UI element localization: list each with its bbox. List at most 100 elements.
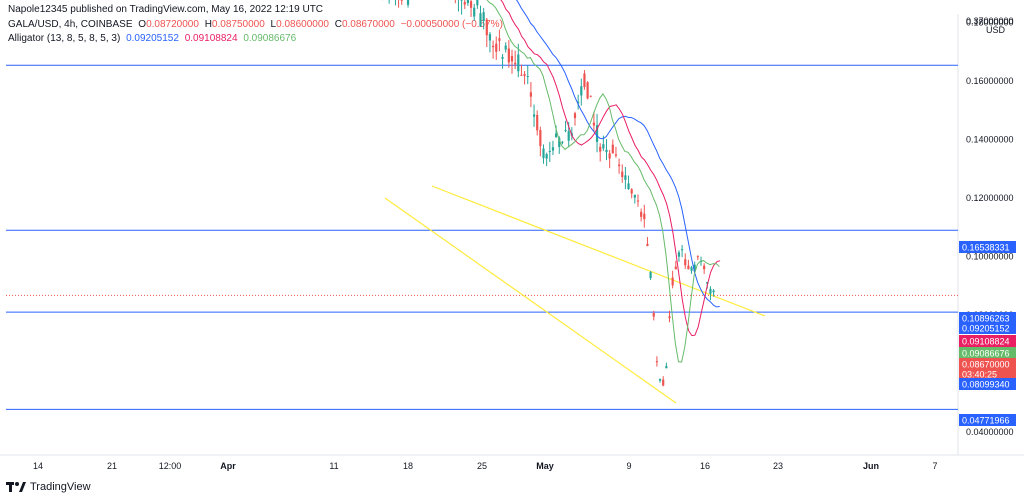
candle-body bbox=[507, 48, 510, 63]
candle-body bbox=[687, 265, 690, 270]
candle-body bbox=[640, 211, 643, 217]
candle-body bbox=[611, 144, 614, 154]
jaw-value: 0.09205152 bbox=[126, 33, 179, 44]
candle-body bbox=[539, 130, 542, 147]
candle-body bbox=[495, 43, 498, 52]
candle-body bbox=[595, 125, 599, 142]
y-tick-label: 0.10000000 bbox=[966, 252, 1014, 262]
candle-body bbox=[526, 76, 529, 78]
candle-body bbox=[482, 12, 485, 22]
x-tick-label: Jun bbox=[863, 461, 879, 471]
candle-body bbox=[501, 57, 504, 59]
alligator-teeth-line bbox=[500, 0, 721, 337]
indicator-label: Alligator (13, 8, 5, 8, 5, 3) bbox=[8, 33, 121, 44]
candle-body bbox=[460, 0, 463, 1]
lips-value: 0.09086676 bbox=[243, 33, 297, 44]
candle-body bbox=[690, 267, 693, 271]
candle-body bbox=[523, 73, 526, 76]
x-tick-label: Apr bbox=[220, 461, 236, 471]
candle-body bbox=[589, 95, 592, 97]
candle-body bbox=[577, 101, 580, 104]
price-label-box bbox=[959, 358, 1016, 370]
candle-body bbox=[652, 313, 655, 317]
candle-body bbox=[624, 175, 627, 180]
trend-line-upper bbox=[431, 185, 766, 317]
candle-body bbox=[602, 144, 605, 149]
price-label-text: 0.09205152 bbox=[962, 324, 1010, 334]
candle-body bbox=[709, 288, 712, 294]
close-value: 0.08670000 bbox=[341, 19, 395, 30]
x-tick-label: 18 bbox=[403, 461, 413, 471]
y-tick-label: 0.37000000 bbox=[966, 16, 1014, 26]
candle-body bbox=[406, 0, 410, 5]
candle-body bbox=[586, 82, 589, 99]
candle-body bbox=[674, 266, 677, 270]
candle-body bbox=[476, 0, 479, 6]
price-label-text: 0.08670000 bbox=[962, 360, 1010, 370]
candle-body bbox=[551, 147, 555, 151]
candle-body bbox=[561, 141, 564, 143]
high-label: H bbox=[204, 19, 212, 30]
candle-body bbox=[545, 154, 548, 159]
candle-body bbox=[671, 277, 674, 286]
candle-body bbox=[684, 259, 687, 266]
low-value: 0.08600000 bbox=[276, 19, 329, 30]
candle-body bbox=[712, 290, 715, 293]
price-label-text: 0.08099340 bbox=[962, 380, 1010, 390]
open-label: O bbox=[138, 19, 147, 30]
x-tick-label: 25 bbox=[477, 461, 487, 471]
x-tick-label: 11 bbox=[329, 461, 338, 471]
candle-body bbox=[646, 243, 649, 246]
candle-body bbox=[696, 256, 699, 258]
candle-body bbox=[649, 272, 652, 279]
x-tick-label: 21 bbox=[107, 461, 117, 471]
price-label-text: 0.16538331 bbox=[962, 243, 1010, 253]
price-label-box bbox=[959, 414, 1016, 426]
candle-body bbox=[504, 45, 507, 50]
candle-body bbox=[618, 164, 621, 167]
candle-body bbox=[400, 0, 403, 1]
candle-body bbox=[599, 146, 602, 152]
currency-label: USD bbox=[986, 25, 1006, 35]
candle-body bbox=[681, 249, 684, 251]
candle-body bbox=[614, 154, 618, 156]
candle-body bbox=[529, 92, 532, 97]
candle-body bbox=[605, 149, 608, 153]
price-label-text: 0.09108824 bbox=[962, 337, 1010, 347]
tradingview-logo-icon bbox=[6, 482, 26, 492]
candle-body bbox=[703, 265, 706, 270]
open-value: 0.08720000 bbox=[146, 19, 199, 30]
candle-body bbox=[469, 1, 473, 8]
price-label-box bbox=[959, 322, 1016, 334]
y-tick-label: 0.14000000 bbox=[966, 135, 1014, 145]
x-tick-label: 23 bbox=[773, 461, 783, 471]
candle-body bbox=[658, 379, 662, 381]
price-label-text: 0.09086676 bbox=[962, 349, 1010, 359]
trend-line-lower bbox=[384, 197, 677, 404]
y-tick-label: 0.12000000 bbox=[966, 193, 1014, 203]
alligator-jaw-line bbox=[516, 0, 720, 308]
candle-body bbox=[517, 54, 520, 72]
x-tick-label: 9 bbox=[626, 461, 631, 471]
candle-body bbox=[514, 62, 517, 65]
candle-body bbox=[706, 281, 709, 284]
footer: TradingView bbox=[6, 481, 91, 493]
candle-body bbox=[621, 171, 624, 178]
price-label-text: 0.10896263 bbox=[962, 314, 1010, 324]
candle-body bbox=[583, 73, 586, 88]
price-label-box bbox=[959, 312, 1016, 324]
x-tick-label: 12:00 bbox=[159, 461, 182, 471]
candle-body bbox=[463, 2, 466, 5]
publisher-text: Napole12345 published on TradingView.com… bbox=[8, 4, 324, 15]
candle-body bbox=[485, 19, 488, 36]
candle-body bbox=[677, 252, 681, 257]
alligator-lips-line bbox=[486, 0, 720, 363]
x-tick-label: 7 bbox=[932, 461, 937, 471]
candle-body bbox=[573, 113, 577, 119]
candle-body bbox=[643, 213, 646, 220]
y-tick-label: 0.18000000 bbox=[966, 18, 1014, 28]
candle-body bbox=[693, 264, 696, 272]
price-label-box bbox=[959, 368, 1016, 380]
price-label-box bbox=[959, 378, 1016, 390]
